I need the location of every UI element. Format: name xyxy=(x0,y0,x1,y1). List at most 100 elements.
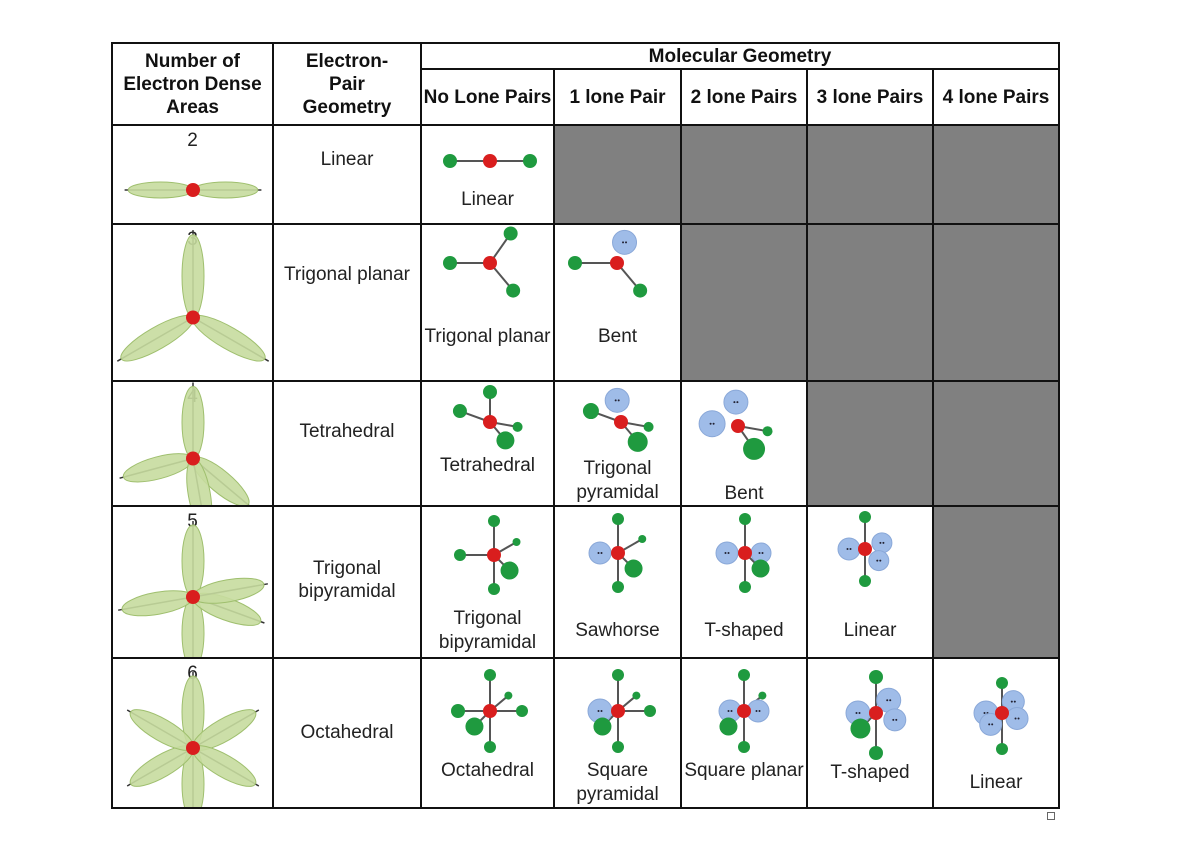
outer-atom xyxy=(612,513,624,525)
outer-atom xyxy=(506,283,521,298)
electron-pair-geometry-cell: Octahedral xyxy=(272,657,422,809)
outer-atom xyxy=(996,743,1008,755)
outer-atom xyxy=(484,669,496,681)
not-applicable-cell xyxy=(932,380,1060,507)
lone-pair xyxy=(979,712,1003,736)
outer-atom xyxy=(738,669,750,681)
molecular-geometry-label: Square planar xyxy=(684,760,804,781)
central-atom xyxy=(611,546,625,560)
electron-pair-geometry-cell: Linear xyxy=(272,124,422,225)
molecule-model xyxy=(443,226,521,298)
molecular-geometry-label: T-shaped xyxy=(830,762,910,783)
outer-atom xyxy=(488,515,500,527)
molecular-geometry-label: Trigonal bipyramidal xyxy=(438,608,537,653)
outer-atom xyxy=(443,154,457,168)
molecular-geometry-cell: Bent xyxy=(680,380,808,507)
molecular-geometry-cell: Square planar xyxy=(680,657,808,809)
outer-atom xyxy=(512,421,523,432)
central-atom xyxy=(483,154,497,168)
outer-atom xyxy=(638,535,647,543)
molecule-model xyxy=(452,385,523,450)
not-applicable-cell xyxy=(932,505,1060,659)
not-applicable-cell xyxy=(806,380,934,507)
molecular-geometry-cell: Linear xyxy=(932,657,1060,809)
molecular-geometry-cell: T-shaped xyxy=(680,505,808,659)
molecular-geometry-label: Trigonal pyramidal xyxy=(576,458,659,503)
molecular-geometry-label: Bent xyxy=(724,483,764,504)
lone-pair-electron xyxy=(600,710,603,712)
electron-pair-geometry-cell: Tetrahedral xyxy=(272,380,422,507)
lone-pair-electron xyxy=(889,699,892,702)
lone-pair xyxy=(715,541,739,565)
outer-atom xyxy=(504,691,513,700)
outer-atom xyxy=(488,583,500,595)
electron-domain-diagram xyxy=(119,382,250,505)
central-atom xyxy=(737,704,751,718)
outer-atom xyxy=(612,581,624,593)
molecule-model xyxy=(837,511,893,587)
lone-pair-electron xyxy=(709,422,712,425)
lone-pair-electron xyxy=(882,541,885,544)
electron-pair-geometry-cell: Trigonal planar xyxy=(272,223,422,382)
lone-pair-electron xyxy=(1014,717,1017,720)
outer-atom xyxy=(859,575,871,587)
outer-atom xyxy=(484,741,496,753)
molecular-geometry-cell: Bent xyxy=(553,223,682,382)
not-applicable-cell xyxy=(553,124,682,225)
lone-pair-electron xyxy=(724,552,727,554)
table-row: 2 Linear Linear xyxy=(111,124,1060,225)
lone-pair xyxy=(868,550,890,572)
electron-domain-lobe xyxy=(127,181,194,199)
lone-pair xyxy=(871,532,893,554)
lone-pair-electron xyxy=(622,241,625,244)
lone-pair xyxy=(1005,706,1029,730)
table-row: 6 Octahedral Octahedral Square pyramidal Squ… xyxy=(111,657,1060,809)
molecular-geometry-label: T-shaped xyxy=(704,620,784,641)
lone-pair xyxy=(883,708,907,732)
lone-pair-electron xyxy=(730,710,733,712)
dense-areas-cell: 4 xyxy=(111,380,274,507)
central-atom xyxy=(995,706,1009,720)
electron-domain-diagram xyxy=(118,521,268,657)
molecular-geometry-label: Linear xyxy=(969,772,1023,793)
molecular-geometry-cell: Octahedral xyxy=(420,657,555,809)
lone-pair-electron xyxy=(758,710,761,712)
outer-atom xyxy=(503,226,518,241)
outer-atom xyxy=(612,741,624,753)
molecular-geometry-label: Linear xyxy=(843,620,897,641)
molecular-geometry-cell: Linear xyxy=(806,505,934,659)
molecular-geometry-cell: Sawhorse xyxy=(553,505,682,659)
outer-atom xyxy=(719,717,738,736)
outer-atom xyxy=(743,437,766,460)
outer-atom xyxy=(738,741,750,753)
lone-pair-electron xyxy=(855,712,858,714)
electron-pair-geometry-cell: Trigonal bipyramidal xyxy=(272,505,422,659)
electron-pair-geometry-label: Trigonal bipyramidal xyxy=(298,558,396,602)
central-atom xyxy=(614,415,628,429)
outer-atom xyxy=(454,549,466,561)
central-atom xyxy=(186,451,200,466)
electron-domain-lobe xyxy=(181,524,205,598)
molecular-geometry-label: Square pyramidal xyxy=(576,760,659,805)
outer-atom xyxy=(452,404,467,419)
lone-pair-electron xyxy=(597,710,600,712)
outer-atom xyxy=(483,385,497,399)
electron-domain-lobe xyxy=(181,386,205,459)
central-atom xyxy=(186,741,200,755)
lone-pair-electron xyxy=(1013,700,1016,703)
central-atom xyxy=(610,256,624,270)
electron-pair-geometry-label: Trigonal planar xyxy=(283,264,411,285)
outer-atom xyxy=(644,705,656,717)
outer-atom xyxy=(443,256,457,270)
central-atom xyxy=(869,706,883,720)
outer-atom xyxy=(850,718,871,739)
dense-areas-cell: 3 xyxy=(111,223,274,382)
central-atom xyxy=(858,542,872,556)
dense-areas-cell: 6 xyxy=(111,657,274,809)
central-atom xyxy=(186,310,200,325)
not-applicable-cell xyxy=(806,124,934,225)
lone-pair xyxy=(837,537,861,561)
electron-domain-diagram xyxy=(126,672,260,807)
header-lone-pairs-4: 4 lone Pairs xyxy=(932,68,1060,126)
electron-domain-lobe xyxy=(192,181,259,199)
